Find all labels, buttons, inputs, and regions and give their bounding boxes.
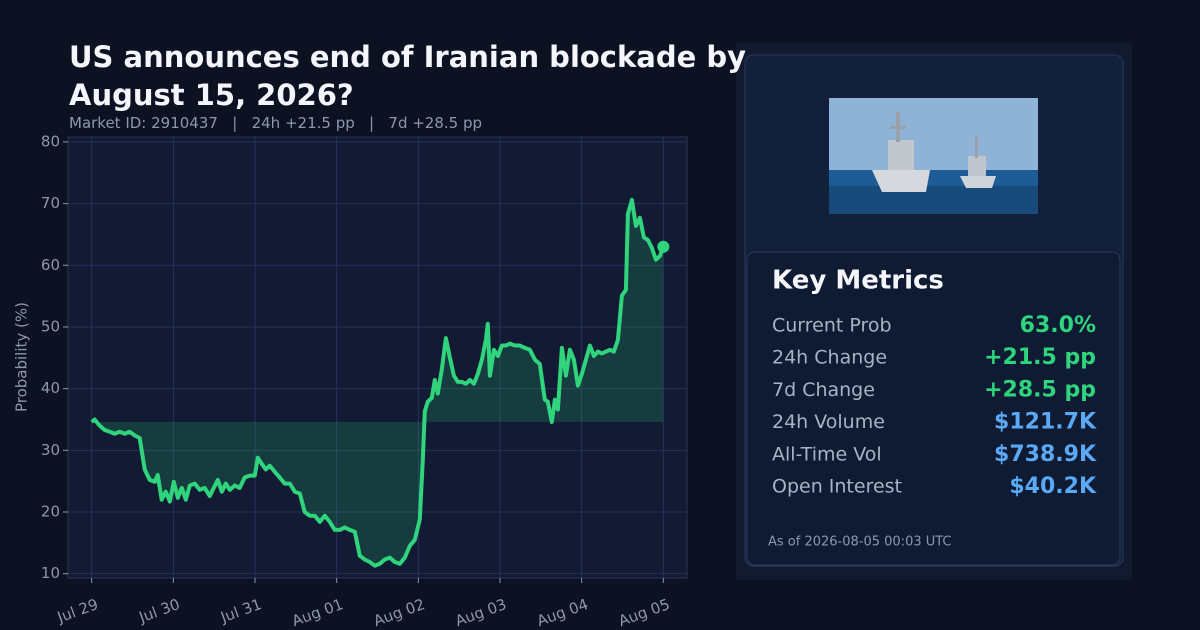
line [90,197,666,568]
metric-label: Open Interest [772,476,902,498]
metric-label: All-Time Vol [772,443,882,465]
chart-subtitle: Market ID: 2910437 | 24h +21.5 pp | 7d +… [69,114,483,132]
metric-value: 63.0% [1020,313,1096,338]
y-tick-label: 40 [41,379,60,397]
metric-value: +28.5 pp [984,377,1096,402]
x-tick-label: Aug 05 [616,595,672,630]
metrics-title: Key Metrics [772,266,944,296]
metric-value: $738.9K [994,442,1097,467]
metric-label: 24h Volume [772,411,885,433]
y-tick-label: 10 [41,564,60,582]
end-point [657,240,670,253]
y-tick-label: 80 [41,132,60,150]
metric-value: +21.5 pp [984,345,1096,370]
area-fill [91,199,664,566]
metric-value: $40.2K [1009,474,1097,499]
ship-image [829,98,1038,214]
metric-label: 24h Change [772,347,887,369]
metric-label: Current Prob [772,315,892,337]
x-tick-label: Aug 01 [289,595,345,630]
metrics-card [746,251,1121,566]
x-tick-label: Jul 29 [54,595,101,627]
y-axis-label: Probability (%) [13,302,31,412]
y-tick-label: 60 [41,256,60,274]
x-tick-label: Aug 02 [371,595,427,630]
plot-area [67,136,688,579]
x-tick-label: Aug 04 [534,595,590,630]
chart-title: US announces end of Iranian blockade by … [69,40,747,112]
x-tick-label: Jul 31 [217,595,264,627]
y-tick-label: 50 [41,317,60,335]
panel-footer: As of 2026-08-05 00:03 UTC [768,535,952,550]
metrics-list: Current Prob 63.0% 24h Change +21.5 pp 7d Ch… [772,313,1097,499]
y-tick-label: 70 [41,194,60,212]
x-tick-label: Aug 03 [453,595,509,630]
metric-label: 7d Change [772,379,875,401]
metric-value: $121.7K [994,410,1097,435]
x-tick-label: Jul 30 [136,595,183,627]
y-tick-label: 30 [41,441,60,459]
y-tick-label: 20 [41,503,60,521]
